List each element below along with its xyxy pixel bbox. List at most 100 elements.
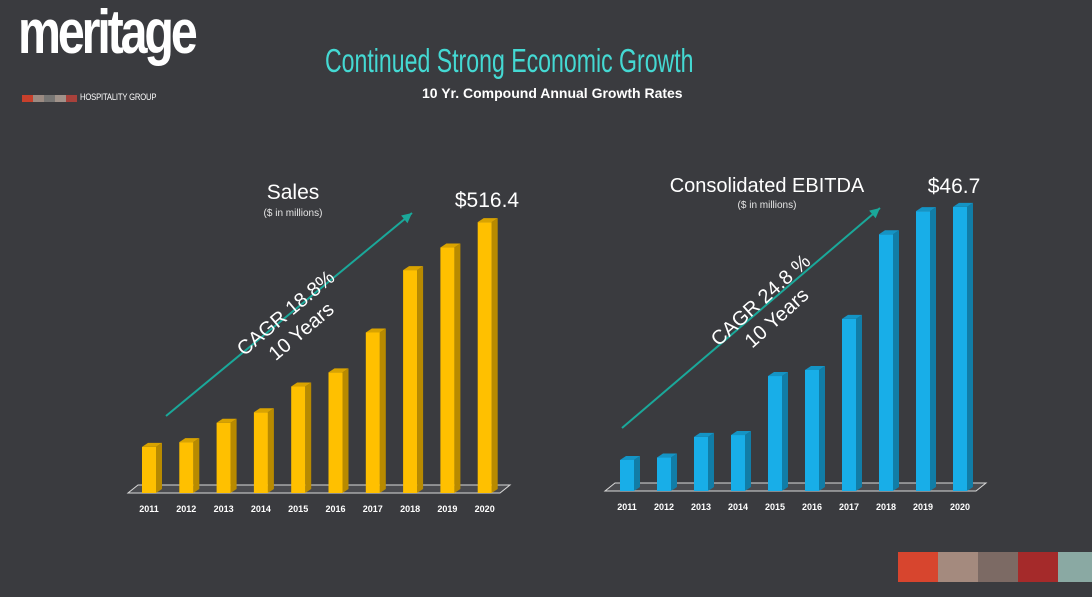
bar-top xyxy=(253,408,274,413)
bar-front xyxy=(365,332,380,493)
logo-swatch xyxy=(66,95,77,102)
bar-side xyxy=(708,432,714,491)
x-tick-label: 2012 xyxy=(654,502,674,512)
company-logo: meritage HOSPITALITY GROUP xyxy=(18,2,208,102)
x-tick-label: 2015 xyxy=(288,504,308,514)
bar-top xyxy=(953,202,973,207)
bar xyxy=(365,328,386,493)
x-tick-label: 2019 xyxy=(913,502,933,512)
bar xyxy=(328,368,349,493)
bar-front xyxy=(731,435,745,491)
bar-top xyxy=(291,382,312,387)
cagr-annotation: CAGR 18.8%10 Years xyxy=(233,266,339,365)
bar-top xyxy=(440,243,461,248)
bar-side xyxy=(193,438,200,493)
bar-front xyxy=(879,234,893,492)
bar-side xyxy=(417,266,424,493)
logo-swatch xyxy=(55,95,66,102)
bar-side xyxy=(342,368,349,493)
bar-side xyxy=(230,418,237,493)
bar xyxy=(477,218,498,493)
x-tick-label: 2020 xyxy=(475,504,495,514)
bar xyxy=(953,202,973,492)
x-tick-label: 2018 xyxy=(400,504,420,514)
bar xyxy=(620,455,640,491)
bar-front xyxy=(179,442,194,493)
bar xyxy=(694,432,714,491)
chart-subtitle: ($ in millions) xyxy=(738,200,797,211)
chart-title: Consolidated EBITDA xyxy=(670,175,865,197)
bar-top xyxy=(477,218,498,223)
bar xyxy=(216,418,237,493)
bar-front xyxy=(805,369,819,491)
growth-arrow xyxy=(165,212,413,417)
chart-subtitle: ($ in millions) xyxy=(264,208,323,219)
footer-color-block xyxy=(1018,552,1058,582)
bar xyxy=(805,365,825,491)
bar-top xyxy=(365,328,386,333)
bar-side xyxy=(671,453,677,491)
logo-swatch xyxy=(44,95,55,102)
bar-top xyxy=(916,207,936,212)
bar-front xyxy=(694,436,708,491)
chart-ebitda: 2011 2012 2013 2014 2015 2016 2017 2018 2019 2020… xyxy=(603,175,988,512)
footer-color-block xyxy=(938,552,978,582)
bar-front xyxy=(291,386,306,493)
bar-side xyxy=(379,328,386,493)
bar-side xyxy=(305,382,312,493)
x-tick-label: 2016 xyxy=(802,502,822,512)
bar xyxy=(879,230,899,492)
bar-side xyxy=(856,314,862,491)
bar-side xyxy=(782,372,788,491)
chart-sales: 2011 2012 2013 2014 2015 2016 2017 2018 2019 2020… xyxy=(126,181,519,514)
bar xyxy=(440,243,461,493)
bar-front xyxy=(620,459,634,491)
bar-side xyxy=(819,365,825,491)
bar-front xyxy=(953,206,967,492)
x-tick-label: 2017 xyxy=(363,504,383,514)
bar-front xyxy=(916,211,930,491)
bar-front xyxy=(328,372,343,493)
logo-wordmark: meritage xyxy=(18,0,198,67)
x-tick-label: 2013 xyxy=(691,502,711,512)
bar-front xyxy=(657,457,671,491)
bar xyxy=(142,442,162,493)
x-tick-label: 2012 xyxy=(176,504,196,514)
bar xyxy=(179,438,200,493)
bar xyxy=(916,207,936,491)
bar-side xyxy=(491,218,498,493)
bar-top xyxy=(842,314,862,319)
bar-front xyxy=(216,422,231,493)
bar-top xyxy=(403,266,424,271)
logo-swatch xyxy=(33,95,44,102)
bar xyxy=(253,408,274,493)
x-tick-label: 2019 xyxy=(437,504,457,514)
slide-title: Continued Strong Economic Growth xyxy=(325,42,694,79)
growth-arrow xyxy=(621,207,881,429)
slide-subtitle: 10 Yr. Compound Annual Growth Rates xyxy=(422,85,683,101)
bar-top xyxy=(657,453,677,458)
logo-swatches xyxy=(22,95,77,102)
end-value-label: $46.7 xyxy=(928,175,981,198)
x-tick-label: 2014 xyxy=(251,504,271,514)
bar-front xyxy=(142,446,156,493)
x-tick-label: 2013 xyxy=(214,504,234,514)
bar xyxy=(842,314,862,491)
bar-side xyxy=(930,207,936,491)
bar xyxy=(731,431,751,491)
growth-arrow-head xyxy=(401,213,412,224)
x-tick-label: 2011 xyxy=(617,502,637,512)
bar-top xyxy=(620,455,640,460)
bar xyxy=(291,382,312,493)
bar-side xyxy=(634,455,640,491)
bar xyxy=(403,266,424,493)
cagr-annotation: CAGR 24.8 %10 Years xyxy=(707,250,815,352)
bar-side xyxy=(267,408,274,493)
bar-front xyxy=(440,247,455,493)
bar-front xyxy=(403,270,418,493)
chart-title: Sales xyxy=(267,181,320,204)
footer-color-block xyxy=(898,552,938,582)
footer-color-block xyxy=(978,552,1018,582)
logo-subtext: HOSPITALITY GROUP xyxy=(80,92,157,102)
